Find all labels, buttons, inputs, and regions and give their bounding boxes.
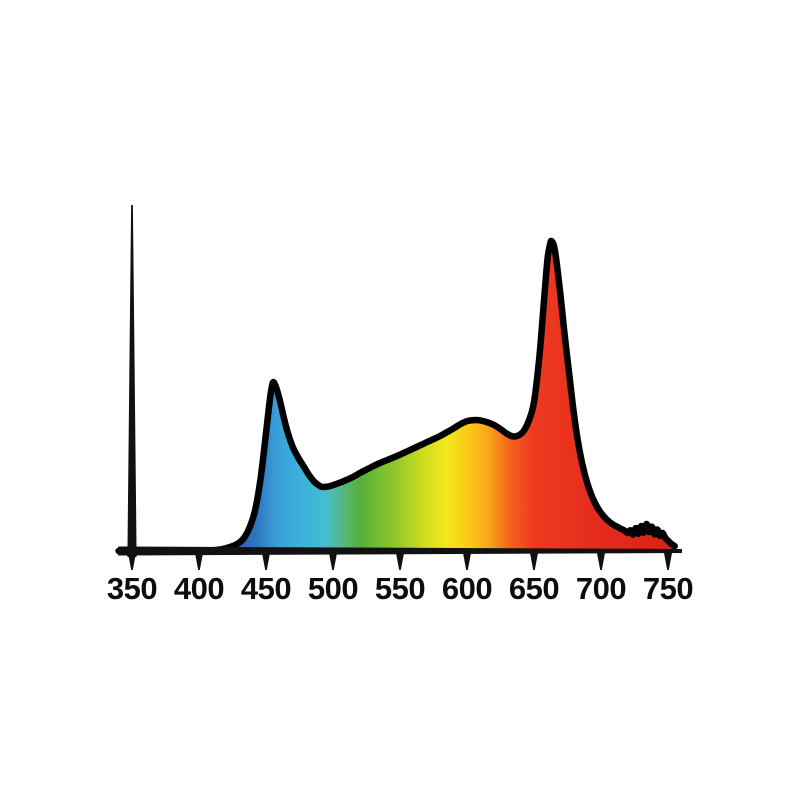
x-axis-tick-label-600: 600: [442, 571, 492, 606]
x-axis-tick-label-450: 450: [241, 571, 291, 606]
x-axis-tick-label-650: 650: [509, 571, 559, 606]
x-axis-tick-500: [328, 552, 338, 570]
x-axis-tick-600: [462, 552, 472, 570]
x-axis-tick-label-750: 750: [643, 571, 693, 606]
x-axis-tick-label-550: 550: [375, 571, 425, 606]
x-axis-tick-650: [529, 552, 539, 570]
relative-intensity-axis-line: [127, 205, 137, 557]
x-axis-tick-label-500: 500: [308, 571, 358, 606]
x-axis-tick-400: [194, 552, 204, 570]
x-axis-tick-750: [663, 552, 673, 570]
x-axis-tick-700: [596, 552, 606, 570]
x-axis-tick-450: [261, 552, 271, 570]
x-axis-tick-350: [127, 552, 137, 570]
spectral-curve-outline: [115, 237, 678, 555]
x-axis-tick-group: [127, 552, 673, 570]
x-axis-tick-label-400: 400: [174, 571, 224, 606]
wavelength-axis-line: [118, 546, 682, 556]
x-axis-tick-label-350: 350: [107, 571, 157, 606]
x-axis-label-group: 350 400 450 500 550 600 650 700 750: [107, 571, 694, 606]
x-axis-tick-label-700: 700: [576, 571, 626, 606]
x-axis-tick-550: [395, 552, 405, 570]
